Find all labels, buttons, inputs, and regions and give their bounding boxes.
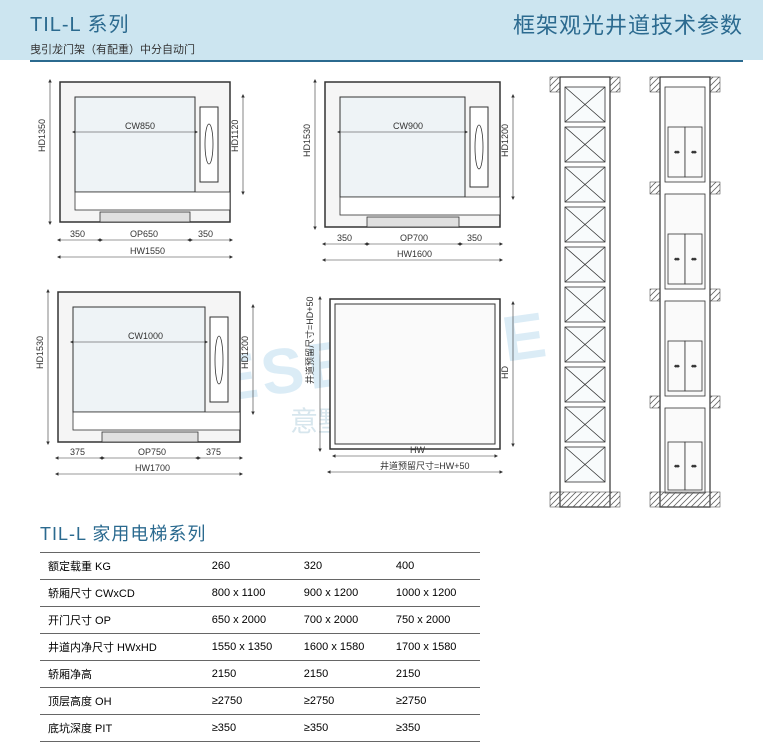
row-label: 顶层高度 OH [40,688,204,715]
title-left: TIL-L 系列 曳引龙门架（有配重）中分自动门 [30,8,195,57]
title-main: TIL-L 系列 [30,8,195,37]
v-note: 井道预留尺寸=HD+50 [304,296,315,384]
svg-text:⇔: ⇔ [673,361,681,370]
title-right: 框架观光井道技术参数 [513,8,743,40]
plans-and-generic: CW850 HD1350 HD1120 350 OP650 350 HW1550 [30,72,530,512]
row-c2: ≥350 [296,715,388,742]
svg-text:⇔: ⇔ [690,147,698,156]
table-row: 开门尺寸 OP650 x 2000700 x 2000750 x 2000 [40,607,480,634]
svg-text:⇔: ⇔ [673,461,681,470]
row-c2: 700 x 2000 [296,607,388,634]
row-c1: 800 x 1100 [204,580,296,607]
row-label: 额定载重 KG [40,553,204,580]
elevation-1 [540,72,630,512]
row-label: 轿厢净高 [40,661,204,688]
dim-bl: 350 [337,233,352,243]
dim-bt: HW1700 [135,463,170,473]
row-c2: 2150 [296,661,388,688]
row-c1: 2150 [204,661,296,688]
diagrams-area: CW850 HD1350 HD1120 350 OP650 350 HW1550 [0,62,763,512]
hd-right: HD1120 [230,120,240,152]
row-c3: 2150 [388,661,480,688]
hd-left: HD1350 [37,119,47,152]
plan-2: CW900 HD1530 HD1200 350 OP700 350 HW1600 [295,72,525,272]
h-note: 井道预留尺寸=HW+50 [380,460,470,471]
row-c3: 1700 x 1580 [388,634,480,661]
row-c1: 1550 x 1350 [204,634,296,661]
plan-grid: CW850 HD1350 HD1120 350 OP650 350 HW1550 [30,72,530,484]
dim-bc: OP700 [400,233,428,243]
row-c1: 260 [204,553,296,580]
hd-left: HD1530 [35,336,45,369]
table-row: 井道内净尺寸 HWxHD1550 x 13501600 x 15801700 x… [40,634,480,661]
cw-label: CW900 [393,121,423,131]
svg-text:⇔: ⇔ [673,254,681,263]
table-section: TIL-L 家用电梯系列 额定载重 KG260320400轿厢尺寸 CWxCD8… [0,512,763,742]
plan-1: CW850 HD1350 HD1120 350 OP650 350 HW1550 [30,72,260,272]
row-label: 底坑深度 PIT [40,715,204,742]
row-c3: 1000 x 1200 [388,580,480,607]
row-c2: 1600 x 1580 [296,634,388,661]
dim-bl: 375 [70,447,85,457]
hd-label: HD [500,366,510,379]
dim-br: 350 [198,229,213,239]
cw-label: CW1000 [128,331,163,341]
svg-text:⇔: ⇔ [690,461,698,470]
row-label: 井道内净尺寸 HWxHD [40,634,204,661]
table-row: 轿厢净高215021502150 [40,661,480,688]
row-c2: 320 [296,553,388,580]
plan-3: CW1000 HD1530 HD1200 375 OP750 375 HW170… [30,284,260,484]
elevations: ⇔ ⇔ ⇔ ⇔ ⇔ ⇔ ⇔ ⇔ [540,72,740,512]
title-sub: 曳引龙门架（有配重）中分自动门 [30,41,195,57]
table-row: 额定载重 KG260320400 [40,553,480,580]
generic-plan: 井道预留尺寸=HD+50 HD HW 井道预留尺寸=HW+50 [295,284,525,484]
row-c2: 900 x 1200 [296,580,388,607]
svg-text:⇔: ⇔ [690,361,698,370]
svg-text:⇔: ⇔ [690,254,698,263]
dim-bl: 350 [70,229,85,239]
row-c3: 750 x 2000 [388,607,480,634]
hd-right: HD1200 [240,336,250,369]
dim-bt: HW1550 [130,246,165,256]
dim-br: 350 [467,233,482,243]
row-c3: ≥2750 [388,688,480,715]
table-row: 轿厢尺寸 CWxCD800 x 1100900 x 12001000 x 120… [40,580,480,607]
dim-br: 375 [206,447,221,457]
row-c1: 650 x 2000 [204,607,296,634]
elevation-2: ⇔ ⇔ ⇔ ⇔ ⇔ ⇔ ⇔ ⇔ [640,72,730,512]
row-c3: 400 [388,553,480,580]
row-c1: ≥2750 [204,688,296,715]
row-c1: ≥350 [204,715,296,742]
header: TIL-L 系列 曳引龙门架（有配重）中分自动门 框架观光井道技术参数 [0,0,763,60]
row-label: 开门尺寸 OP [40,607,204,634]
hw-label: HW [410,445,425,455]
dim-bt: HW1600 [397,249,432,259]
table-row: 顶层高度 OH≥2750≥2750≥2750 [40,688,480,715]
dim-bc: OP650 [130,229,158,239]
row-c3: ≥350 [388,715,480,742]
row-label: 轿厢尺寸 CWxCD [40,580,204,607]
hd-right: HD1200 [500,124,510,157]
svg-text:⇔: ⇔ [673,147,681,156]
cw-label: CW850 [125,121,155,131]
table-row: 底坑深度 PIT≥350≥350≥350 [40,715,480,742]
row-c2: ≥2750 [296,688,388,715]
table-title: TIL-L 家用电梯系列 [40,520,743,546]
hd-left: HD1530 [302,124,312,157]
dim-bc: OP750 [138,447,166,457]
